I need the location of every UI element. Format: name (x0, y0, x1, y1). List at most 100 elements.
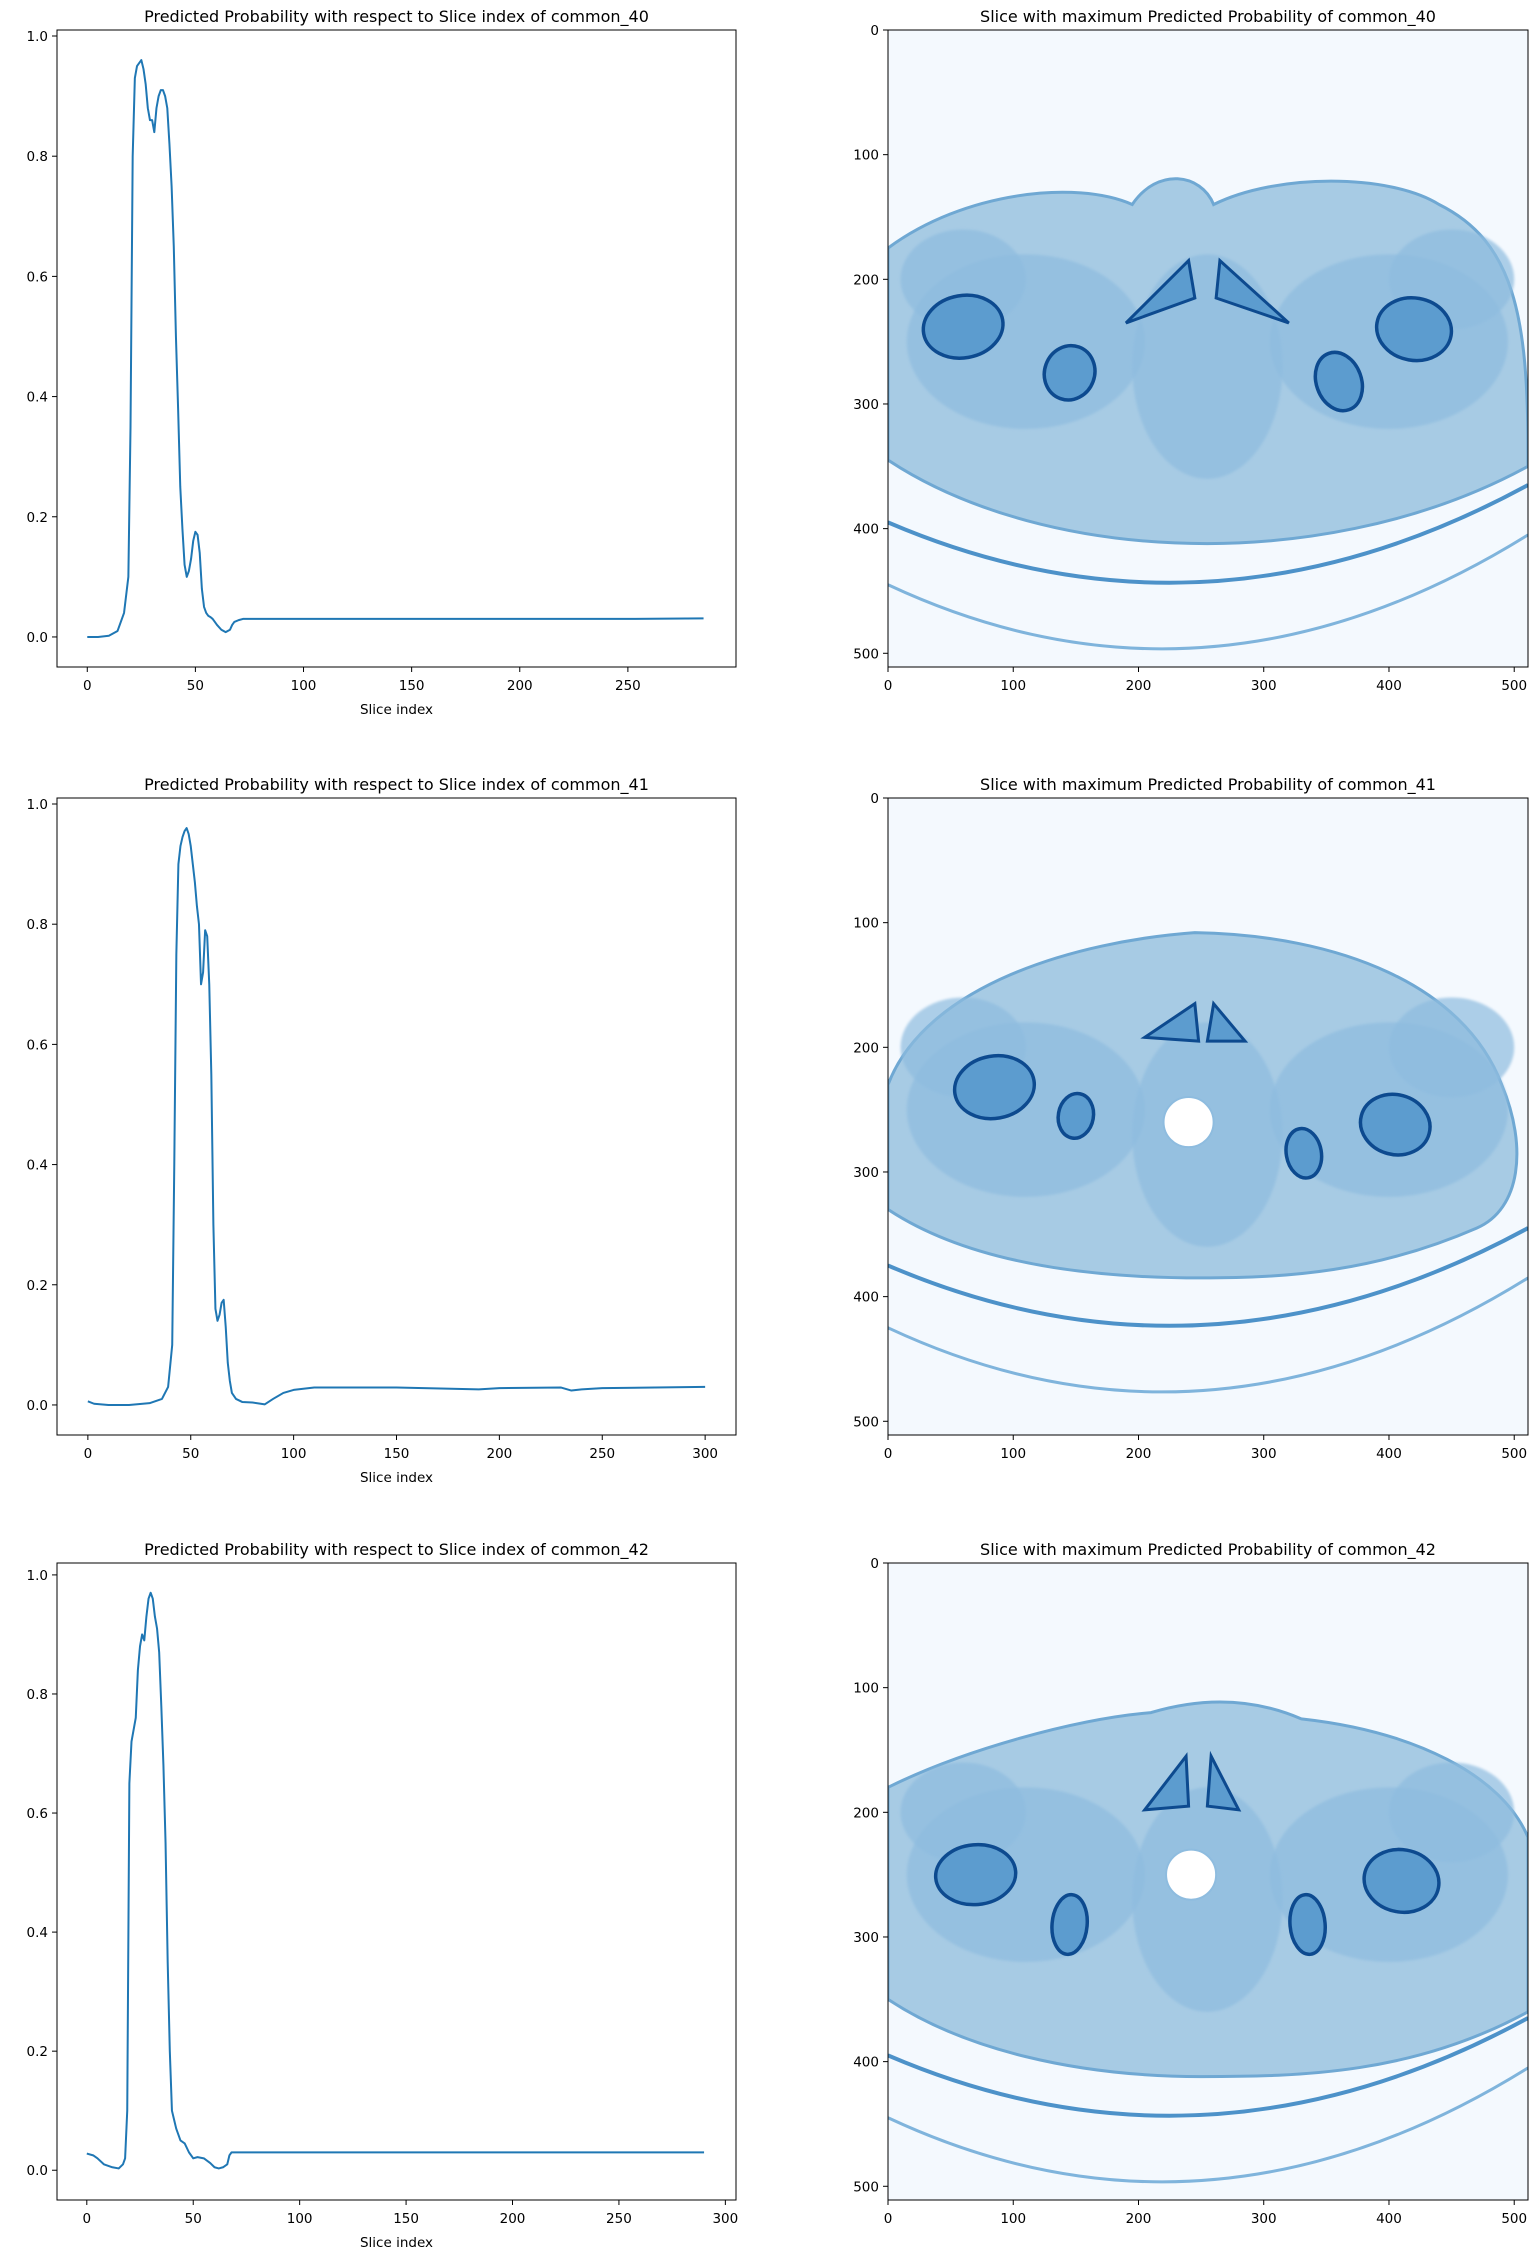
y-tick-label: 200 (853, 1805, 879, 1821)
chart-title: Predicted Probability with respect to Sl… (144, 775, 649, 795)
x-tick-label: 100 (1000, 1446, 1026, 1462)
y-tick-label: 0.0 (27, 2163, 48, 2179)
y-tick-label: 200 (853, 272, 879, 288)
bone (1205, 1000, 1249, 1043)
tissue-region (1132, 1787, 1283, 2012)
chart-title: Predicted Probability with respect to Sl… (144, 1540, 649, 1560)
x-axis-label: Slice index (360, 2235, 433, 2251)
x-tick-label: 100 (1000, 678, 1026, 694)
table-arc (888, 1276, 1528, 1394)
tissue-region (1132, 254, 1283, 479)
series-line (86, 1591, 705, 2170)
y-tick-label: 300 (853, 1165, 879, 1181)
x-tick-label: 0 (83, 2211, 92, 2227)
y-tick-label: 0.4 (27, 390, 48, 406)
y-tick-label: 0.2 (27, 2044, 48, 2060)
x-tick-label: 300 (1251, 2211, 1277, 2227)
y-tick-label: 0.2 (27, 1278, 48, 1294)
y-tick-label: 100 (853, 1681, 879, 1697)
y-tick-label: 0.8 (27, 149, 48, 165)
bone (933, 1842, 1018, 1907)
x-tick-label: 300 (1251, 1446, 1277, 1462)
ct-slice-image (888, 30, 1528, 667)
x-tick-label: 0 (884, 1446, 893, 1462)
x-tick-label: 50 (185, 2211, 202, 2227)
x-tick-label: 200 (1126, 2211, 1152, 2227)
x-tick-label: 100 (287, 2211, 313, 2227)
tissue-region (1388, 1762, 1515, 1863)
y-tick-label: 1.0 (27, 1568, 48, 1584)
y-tick-label: 0.6 (27, 269, 48, 285)
image-panel-1: Slice with maximum Predicted Probability… (853, 7, 1529, 694)
plot-frame (56, 29, 737, 668)
bone (952, 1053, 1037, 1121)
tissue-region (1388, 997, 1515, 1098)
x-tick-label: 300 (692, 1446, 718, 1462)
y-tick-label: 0.2 (27, 510, 48, 526)
bright-spot (1165, 1848, 1218, 1901)
x-axis-label: Slice index (360, 702, 433, 718)
x-tick-label: 300 (1251, 678, 1277, 694)
bone (1124, 257, 1197, 325)
table-arc (888, 2066, 1528, 2184)
ct-slice-image (888, 1563, 1528, 2200)
bone (1313, 350, 1365, 413)
bone (1056, 1091, 1096, 1140)
y-tick-label: 0.6 (27, 1806, 48, 1822)
x-tick-label: 250 (589, 1446, 615, 1462)
x-tick-label: 100 (1000, 2211, 1026, 2227)
y-tick-label: 0.0 (27, 1398, 48, 1414)
bone (1042, 343, 1097, 402)
y-tick-label: 1.0 (27, 797, 48, 813)
x-axis-label: Slice index (360, 1470, 433, 1486)
x-tick-label: 400 (1376, 2211, 1402, 2227)
x-tick-label: 0 (884, 678, 893, 694)
y-tick-label: 0 (870, 1556, 879, 1572)
chart-title: Predicted Probability with respect to Sl… (144, 7, 649, 27)
y-tick-label: 0 (870, 791, 879, 807)
x-tick-label: 300 (712, 2211, 738, 2227)
x-tick-label: 200 (500, 2211, 526, 2227)
plot-frame (887, 797, 1529, 1436)
x-tick-label: 250 (606, 2211, 632, 2227)
x-tick-label: 500 (1501, 678, 1527, 694)
x-tick-label: 0 (84, 1446, 93, 1462)
bone (1050, 1892, 1090, 1957)
y-tick-label: 0.4 (27, 1925, 48, 1941)
chart-title: Slice with maximum Predicted Probability… (980, 1540, 1436, 1560)
y-tick-label: 400 (853, 522, 879, 538)
y-tick-label: 0.8 (27, 917, 48, 933)
chart-title: Slice with maximum Predicted Probability… (980, 775, 1436, 795)
y-tick-label: 300 (853, 1930, 879, 1946)
bone (1362, 1847, 1441, 1915)
bone (1358, 1092, 1432, 1157)
x-tick-label: 400 (1376, 678, 1402, 694)
x-tick-label: 200 (507, 678, 533, 694)
y-tick-label: 0 (870, 23, 879, 39)
y-tick-label: 300 (853, 397, 879, 413)
x-tick-label: 0 (83, 678, 92, 694)
y-tick-label: 0.0 (27, 630, 48, 646)
plot-frame (887, 29, 1529, 668)
y-tick-label: 100 (853, 148, 879, 164)
y-tick-label: 1.0 (27, 29, 48, 45)
chart-title: Slice with maximum Predicted Probability… (980, 7, 1436, 27)
bone (1214, 257, 1290, 325)
x-tick-label: 200 (1126, 678, 1152, 694)
plot-frame (56, 1562, 737, 2201)
bone (1140, 1001, 1201, 1043)
y-tick-label: 400 (853, 2055, 879, 2071)
x-tick-label: 150 (399, 678, 425, 694)
x-tick-label: 50 (182, 1446, 199, 1462)
bone (1374, 296, 1454, 363)
plot-frame (887, 1562, 1529, 2201)
x-tick-label: 200 (486, 1446, 512, 1462)
x-tick-label: 0 (884, 2211, 893, 2227)
table-arc (888, 533, 1528, 651)
y-tick-label: 0.8 (27, 1687, 48, 1703)
x-tick-label: 250 (615, 678, 641, 694)
y-tick-label: 400 (853, 1290, 879, 1306)
y-tick-label: 500 (853, 1414, 879, 1430)
table-arc (888, 483, 1528, 585)
